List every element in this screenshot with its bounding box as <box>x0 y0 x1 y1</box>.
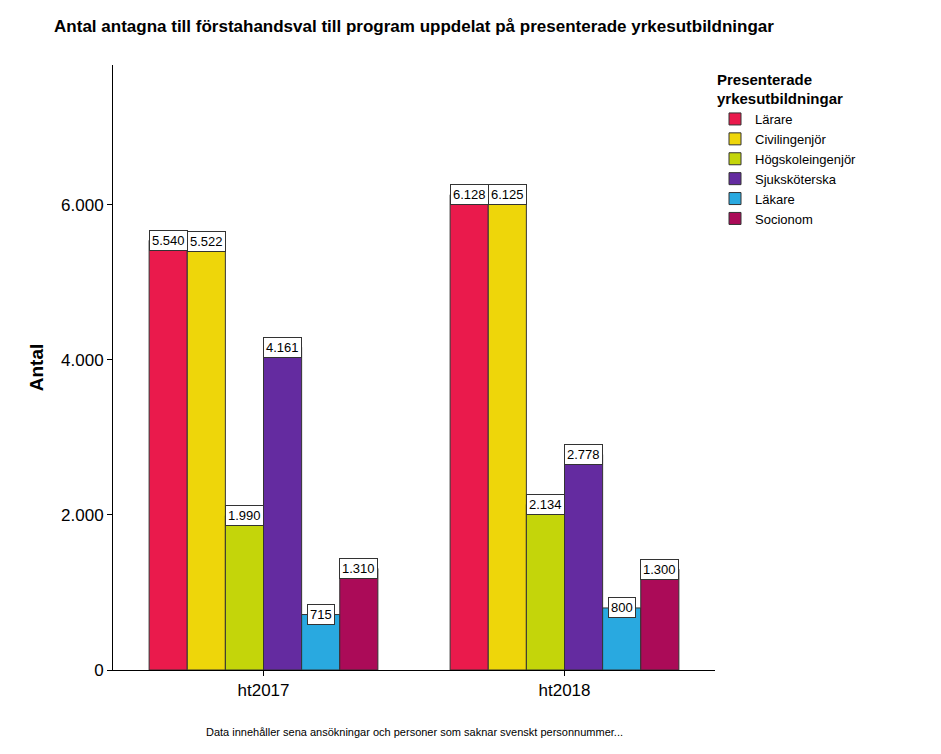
svg-text:Presenteradeyrkesutbildningar: Presenteradeyrkesutbildningar <box>717 71 843 108</box>
svg-text:Högskoleingenjör: Högskoleingenjör <box>755 152 856 167</box>
svg-text:2.778: 2.778 <box>567 447 600 462</box>
svg-text:4.161: 4.161 <box>266 340 299 355</box>
svg-text:Antal antagna till förstahands: Antal antagna till förstahandsval till p… <box>54 17 774 36</box>
svg-text:5.522: 5.522 <box>190 234 223 249</box>
svg-text:ht2018: ht2018 <box>539 681 591 700</box>
svg-text:2.000: 2.000 <box>61 506 104 525</box>
svg-text:Civilingenjör: Civilingenjör <box>755 132 826 147</box>
svg-text:1.310: 1.310 <box>342 561 375 576</box>
svg-text:Socionom: Socionom <box>755 212 813 227</box>
svg-text:1.990: 1.990 <box>228 508 261 523</box>
svg-text:0: 0 <box>94 661 103 680</box>
svg-text:4.000: 4.000 <box>61 351 104 370</box>
svg-text:Data innehåller sena ansökning: Data innehåller sena ansökningar och per… <box>206 726 623 738</box>
svg-text:Sjuksköterska: Sjuksköterska <box>755 172 837 187</box>
svg-text:800: 800 <box>611 600 633 615</box>
svg-text:Antal: Antal <box>26 344 47 392</box>
svg-text:1.300: 1.300 <box>643 562 676 577</box>
svg-text:6.125: 6.125 <box>491 187 524 202</box>
svg-text:Lärare: Lärare <box>755 112 793 127</box>
svg-text:6.000: 6.000 <box>61 196 104 215</box>
svg-text:6.128: 6.128 <box>453 187 486 202</box>
svg-text:Läkare: Läkare <box>755 192 795 207</box>
svg-text:715: 715 <box>310 607 332 622</box>
svg-text:5.540: 5.540 <box>152 233 185 248</box>
svg-text:ht2017: ht2017 <box>238 681 290 700</box>
svg-text:2.134: 2.134 <box>529 497 562 512</box>
